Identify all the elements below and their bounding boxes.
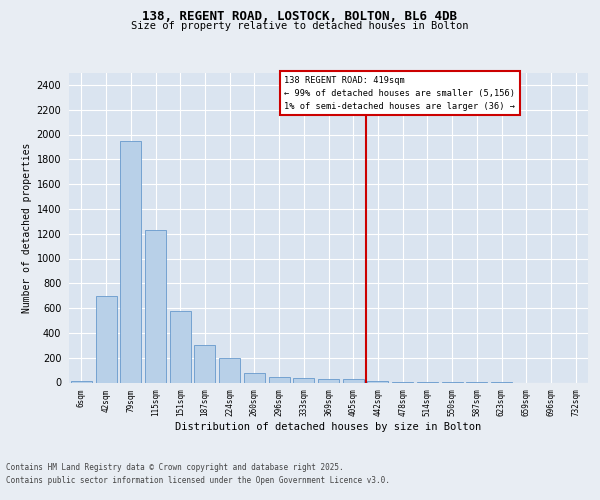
Bar [244, 373, 265, 382]
Bar [120, 140, 141, 382]
Bar [170, 311, 191, 382]
Text: 138, REGENT ROAD, LOSTOCK, BOLTON, BL6 4DB: 138, REGENT ROAD, LOSTOCK, BOLTON, BL6 4… [143, 10, 458, 23]
Bar [145, 230, 166, 382]
Bar [71, 380, 92, 382]
Bar [219, 358, 240, 382]
Bar [343, 379, 364, 382]
X-axis label: Distribution of detached houses by size in Bolton: Distribution of detached houses by size … [175, 422, 482, 432]
Text: Contains public sector information licensed under the Open Government Licence v3: Contains public sector information licen… [6, 476, 390, 485]
Text: 138 REGENT ROAD: 419sqm
← 99% of detached houses are smaller (5,156)
1% of semi-: 138 REGENT ROAD: 419sqm ← 99% of detache… [284, 76, 515, 111]
Bar [318, 379, 339, 382]
Y-axis label: Number of detached properties: Number of detached properties [22, 142, 32, 312]
Bar [194, 344, 215, 383]
Bar [95, 296, 116, 382]
Text: Size of property relative to detached houses in Bolton: Size of property relative to detached ho… [131, 21, 469, 31]
Text: Contains HM Land Registry data © Crown copyright and database right 2025.: Contains HM Land Registry data © Crown c… [6, 464, 344, 472]
Bar [293, 378, 314, 382]
Bar [269, 377, 290, 382]
